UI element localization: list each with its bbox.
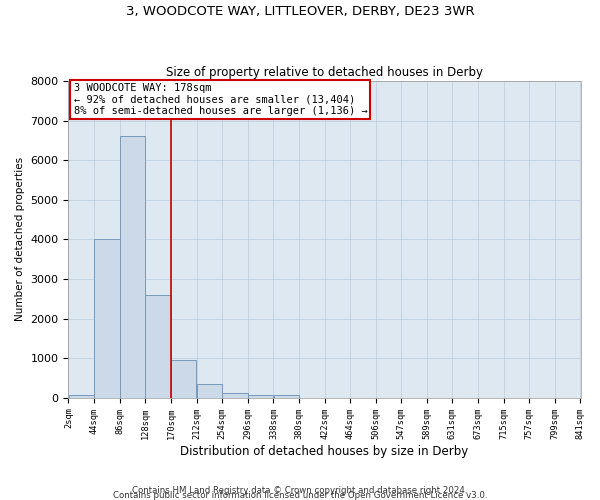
Bar (145, 295, 171, 398)
Bar (120, 136, 145, 398)
X-axis label: Distribution of detached houses by size in Derby: Distribution of detached houses by size … (181, 444, 469, 458)
Bar (274, 396, 299, 398)
Text: 3, WOODCOTE WAY, LITTLEOVER, DERBY, DE23 3WR: 3, WOODCOTE WAY, LITTLEOVER, DERBY, DE23… (125, 5, 475, 18)
Y-axis label: Number of detached properties: Number of detached properties (15, 158, 25, 322)
Text: 3 WOODCOTE WAY: 178sqm
← 92% of detached houses are smaller (13,404)
8% of semi-: 3 WOODCOTE WAY: 178sqm ← 92% of detached… (74, 82, 367, 116)
Bar (171, 360, 196, 398)
Bar (248, 394, 274, 398)
Bar (94, 240, 119, 398)
Bar (223, 392, 248, 398)
Bar (197, 384, 222, 398)
Text: Contains HM Land Registry data © Crown copyright and database right 2024.: Contains HM Land Registry data © Crown c… (132, 486, 468, 495)
Text: Contains public sector information licensed under the Open Government Licence v3: Contains public sector information licen… (113, 491, 487, 500)
Bar (68, 394, 94, 398)
Title: Size of property relative to detached houses in Derby: Size of property relative to detached ho… (166, 66, 483, 78)
